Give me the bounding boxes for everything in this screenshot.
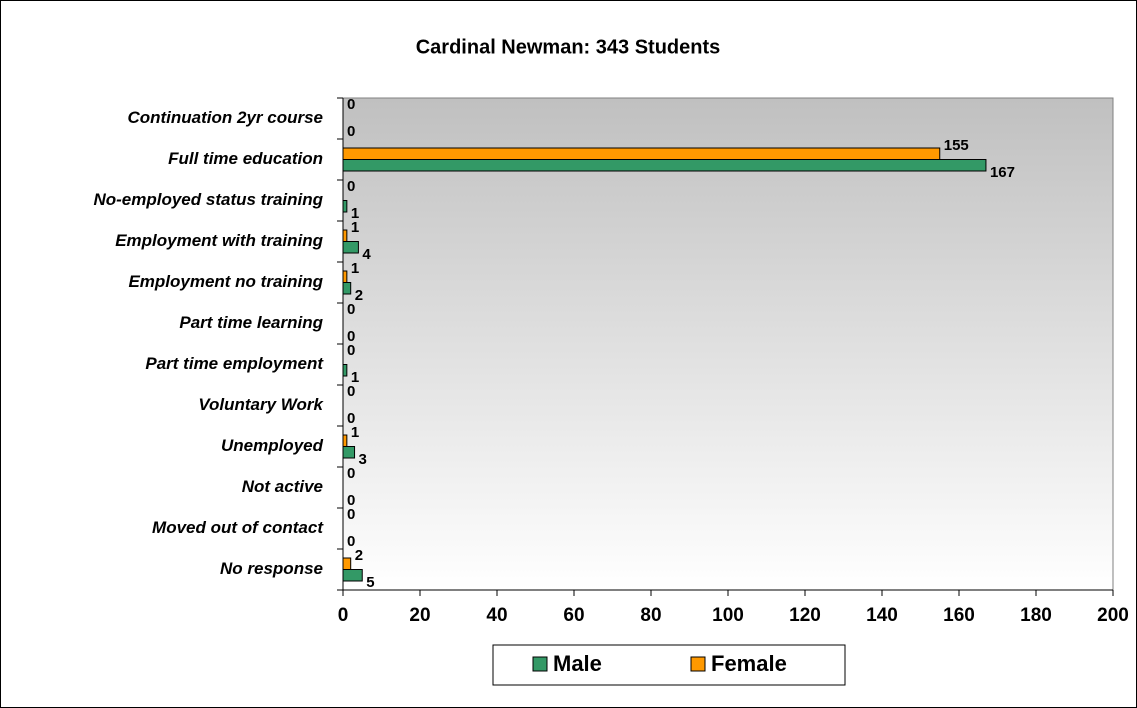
x-tick-label: 180 <box>1020 605 1052 626</box>
bar <box>342 200 348 213</box>
data-label: 0 <box>347 342 355 359</box>
y-tick-label: Voluntary Work <box>198 395 324 414</box>
data-label: 1 <box>351 260 359 277</box>
bar <box>342 434 348 447</box>
data-label: 167 <box>990 164 1015 181</box>
y-tick-label: Employment no training <box>128 272 323 291</box>
data-label: 1 <box>351 219 359 236</box>
y-tick-label: Employment with training <box>115 231 323 250</box>
data-label: 1 <box>351 369 359 386</box>
bar <box>342 446 356 459</box>
data-label: 4 <box>362 246 371 263</box>
data-label: 0 <box>347 410 355 427</box>
legend-swatch <box>532 656 548 672</box>
x-tick-label: 60 <box>563 605 584 626</box>
data-label: 0 <box>347 96 355 113</box>
data-label: 0 <box>347 533 355 550</box>
data-label: 0 <box>347 465 355 482</box>
bar <box>342 569 363 582</box>
y-tick-label: No response <box>220 559 323 578</box>
x-tick-label: 80 <box>640 605 661 626</box>
data-label: 1 <box>351 205 359 222</box>
legend-label: Male <box>553 651 602 676</box>
x-tick-label: 120 <box>789 605 821 626</box>
y-tick-label: Continuation 2yr course <box>127 108 323 127</box>
y-tick-label: Part time learning <box>179 313 323 332</box>
y-tick-label: Not active <box>242 477 323 496</box>
x-tick-label: 20 <box>409 605 430 626</box>
bar <box>342 557 352 570</box>
data-label: 0 <box>347 506 355 523</box>
x-tick-label: 160 <box>943 605 975 626</box>
data-label: 5 <box>366 574 374 591</box>
data-label: 0 <box>347 123 355 140</box>
x-tick-label: 40 <box>486 605 507 626</box>
bar <box>342 147 941 160</box>
data-label: 0 <box>347 383 355 400</box>
y-tick-label: Part time employment <box>145 354 324 373</box>
data-label: 0 <box>347 301 355 318</box>
y-tick-label: Unemployed <box>221 436 324 455</box>
x-tick-label: 200 <box>1097 605 1129 626</box>
data-label: 155 <box>944 137 969 154</box>
legend-swatch <box>690 656 706 672</box>
data-label: 0 <box>347 178 355 195</box>
bar <box>342 270 348 283</box>
legend-box <box>492 644 846 686</box>
plot-area <box>342 97 1114 591</box>
legend-label: Female <box>711 651 787 676</box>
data-label: 0 <box>347 492 355 509</box>
y-tick-label: No-employed status training <box>93 190 323 209</box>
y-tick-label: Full time education <box>168 149 323 168</box>
bar <box>342 159 987 172</box>
x-tick-label: 0 <box>338 605 349 626</box>
data-label: 3 <box>359 451 367 468</box>
data-label: 1 <box>351 424 359 441</box>
x-tick-label: 100 <box>712 605 744 626</box>
bar <box>342 229 348 242</box>
data-label: 2 <box>355 287 363 304</box>
chart-title: Cardinal Newman: 343 Students <box>416 36 721 58</box>
data-label: 0 <box>347 328 355 345</box>
data-label: 2 <box>355 547 363 564</box>
bar <box>342 282 352 295</box>
x-tick-label: 140 <box>866 605 898 626</box>
y-tick-label: Moved out of contact <box>152 518 324 537</box>
bar <box>342 364 348 377</box>
bar <box>342 241 359 254</box>
